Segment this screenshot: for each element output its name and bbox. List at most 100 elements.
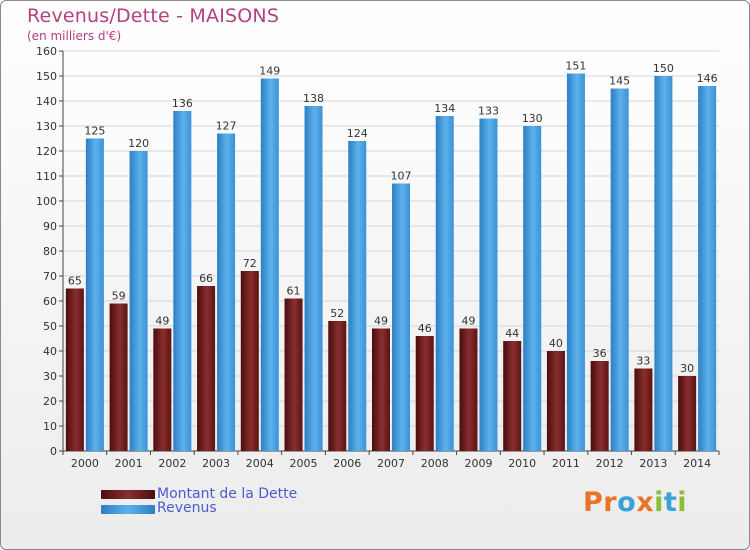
x-tick-label: 2002 — [158, 457, 186, 470]
data-label-revenus: 134 — [434, 102, 455, 115]
data-label-debt: 30 — [680, 362, 694, 375]
y-tick-label: 160 — [36, 45, 57, 58]
x-tick-label: 2011 — [552, 457, 580, 470]
data-label-revenus: 107 — [391, 170, 412, 183]
bar-revenus — [304, 106, 323, 451]
y-tick-label: 110 — [36, 170, 57, 183]
bar-debt — [634, 368, 653, 451]
y-tick-label: 140 — [36, 95, 57, 108]
logo-letter: r — [603, 487, 618, 518]
bar-debt — [415, 336, 434, 451]
bar-revenus — [610, 88, 629, 451]
data-label-revenus: 124 — [347, 127, 368, 140]
data-label-debt: 52 — [330, 307, 344, 320]
bar-revenus — [348, 141, 367, 451]
logo-letter: i — [654, 487, 664, 518]
bar-revenus — [85, 138, 104, 451]
chart-title: Revenus/Dette - MAISONS — [27, 5, 280, 27]
x-tick-label: 2004 — [246, 457, 274, 470]
bar-revenus — [392, 183, 410, 451]
bar-debt — [372, 328, 390, 451]
bar-debt — [546, 351, 565, 451]
bar-debt — [109, 303, 128, 451]
y-tick-label: 0 — [50, 445, 57, 458]
data-label-revenus: 133 — [478, 105, 499, 118]
logo-letter: i — [677, 487, 688, 518]
bar-revenus — [479, 118, 498, 451]
x-tick-label: 2013 — [639, 457, 667, 470]
logo-letter: o — [617, 487, 637, 518]
data-label-debt: 49 — [155, 315, 169, 328]
data-label-debt: 61 — [287, 285, 301, 298]
y-tick-label: 10 — [43, 420, 57, 433]
data-label-revenus: 150 — [653, 62, 674, 75]
y-tick-label: 100 — [36, 195, 57, 208]
bar-revenus — [173, 111, 192, 451]
data-label-revenus: 136 — [172, 97, 193, 110]
data-label-debt: 46 — [418, 322, 432, 335]
data-label-debt: 66 — [199, 272, 213, 285]
y-tick-label: 120 — [36, 145, 57, 158]
x-tick-label: 2010 — [508, 457, 536, 470]
logo-letter: x — [636, 487, 655, 518]
bar-revenus — [566, 73, 585, 451]
y-tick-label: 40 — [43, 345, 57, 358]
data-label-revenus: 138 — [303, 92, 324, 105]
y-tick-label: 60 — [43, 295, 57, 308]
y-tick-label: 130 — [36, 120, 57, 133]
bar-debt — [65, 288, 84, 451]
data-label-debt: 59 — [112, 290, 126, 303]
legend-label-debt: Montant de la Dette — [157, 486, 298, 502]
bar-revenus — [217, 133, 236, 451]
legend-swatch-revenus — [101, 505, 155, 514]
x-tick-label: 2008 — [421, 457, 449, 470]
bar-revenus — [260, 78, 279, 451]
bar-debt — [197, 286, 216, 451]
x-tick-label: 2009 — [464, 457, 492, 470]
y-tick-label: 70 — [43, 270, 57, 283]
chart-subtitle: (en milliers d'€) — [27, 29, 122, 43]
proxiti-logo: Proxiti — [583, 487, 687, 518]
bar-debt — [590, 361, 609, 451]
y-tick-label: 150 — [36, 70, 57, 83]
data-label-debt: 33 — [636, 355, 650, 368]
x-tick-label: 2014 — [683, 457, 711, 470]
y-tick-label: 20 — [43, 395, 57, 408]
legend-swatch-debt — [101, 490, 155, 499]
x-tick-label: 2005 — [290, 457, 318, 470]
x-tick-label: 2012 — [596, 457, 624, 470]
data-label-debt: 40 — [549, 337, 563, 350]
x-tick-label: 2006 — [333, 457, 361, 470]
legend-label-revenus: Revenus — [157, 500, 217, 516]
logo-letter: t — [663, 487, 678, 518]
data-label-debt: 49 — [461, 315, 475, 328]
bar-debt — [459, 328, 478, 451]
bar-revenus — [654, 76, 673, 451]
y-tick-label: 50 — [43, 320, 57, 333]
y-tick-label: 90 — [43, 220, 57, 233]
x-tick-label: 2003 — [202, 457, 230, 470]
data-label-revenus: 145 — [609, 75, 630, 88]
bar-revenus — [435, 116, 454, 451]
bar-debt — [284, 298, 303, 451]
bar-debt — [328, 321, 347, 451]
y-tick-label: 30 — [43, 370, 57, 383]
data-label-debt: 72 — [243, 257, 257, 270]
x-tick-label: 2007 — [377, 457, 405, 470]
data-label-revenus: 151 — [565, 60, 586, 73]
data-label-revenus: 149 — [259, 65, 280, 78]
data-label-revenus: 127 — [216, 120, 237, 133]
bar-revenus — [698, 86, 717, 451]
logo-letter: P — [583, 487, 604, 518]
data-label-debt: 65 — [68, 275, 82, 288]
data-label-debt: 36 — [593, 347, 607, 360]
data-label-debt: 49 — [374, 315, 388, 328]
bar-debt — [503, 341, 522, 451]
bar-debt — [678, 376, 697, 451]
bar-revenus — [523, 126, 542, 451]
bar-debt — [153, 328, 172, 451]
bar-revenus — [129, 151, 148, 451]
data-label-revenus: 120 — [128, 137, 149, 150]
